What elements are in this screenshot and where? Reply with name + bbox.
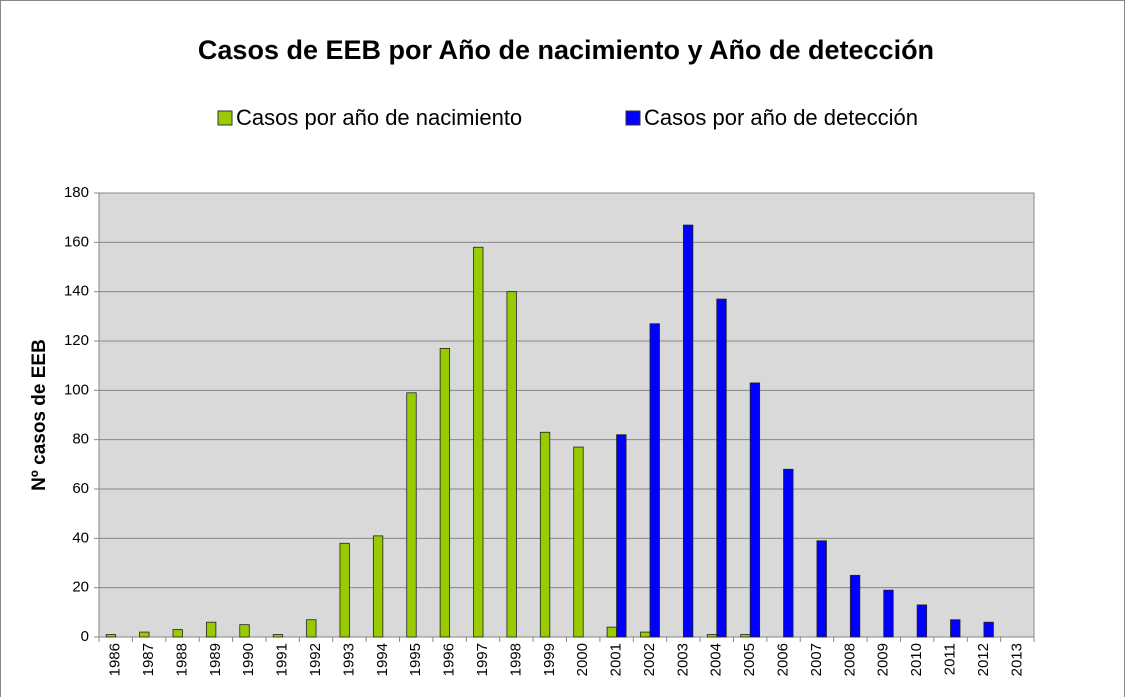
bar bbox=[406, 392, 417, 638]
y-tick-label: 160 bbox=[64, 233, 89, 250]
y-tick-label: 180 bbox=[64, 184, 89, 201]
y-tick-label: 120 bbox=[64, 332, 89, 349]
x-tick-label: 2006 bbox=[775, 643, 792, 676]
x-tick-label: 1990 bbox=[240, 643, 257, 676]
y-tick-label: 100 bbox=[64, 381, 89, 398]
bar bbox=[339, 542, 350, 638]
x-tick-label: 2004 bbox=[708, 643, 725, 676]
bar bbox=[616, 434, 627, 638]
legend-label: Casos por año de nacimiento bbox=[236, 105, 522, 130]
bar bbox=[506, 291, 517, 638]
y-tick-label: 80 bbox=[72, 431, 89, 448]
x-tick-label: 1989 bbox=[207, 643, 224, 676]
x-tick-label: 1992 bbox=[307, 643, 324, 676]
bar bbox=[573, 446, 584, 638]
y-axis-label: Nº casos de EEB bbox=[29, 339, 50, 491]
x-tick-label: 2005 bbox=[741, 643, 758, 676]
bar bbox=[272, 634, 284, 638]
legend-swatch bbox=[217, 110, 233, 126]
bar bbox=[916, 604, 928, 638]
bar bbox=[640, 631, 651, 638]
y-tick-label: 0 bbox=[81, 628, 89, 645]
bar bbox=[139, 631, 150, 638]
x-tick-label: 2003 bbox=[674, 643, 691, 676]
x-tick-label: 2008 bbox=[841, 643, 858, 676]
bar bbox=[749, 382, 761, 638]
x-tick-label: 1988 bbox=[173, 643, 190, 676]
x-tick-label: 2013 bbox=[1008, 643, 1025, 676]
x-tick-label: 2001 bbox=[608, 643, 625, 676]
x-tick-label: 2007 bbox=[808, 643, 825, 676]
bar bbox=[950, 619, 961, 638]
y-tick-label: 60 bbox=[72, 480, 89, 497]
x-tick-label: 1994 bbox=[374, 643, 391, 676]
bar bbox=[706, 634, 718, 638]
bar bbox=[306, 619, 317, 638]
bar bbox=[816, 540, 827, 638]
bar bbox=[649, 323, 660, 638]
bar bbox=[239, 624, 250, 638]
x-tick-label: 2012 bbox=[975, 643, 992, 676]
x-tick-label: 1991 bbox=[274, 643, 291, 676]
bar bbox=[849, 574, 861, 638]
plot-area bbox=[98, 192, 1035, 638]
x-tick-label: 1996 bbox=[441, 643, 458, 676]
bar bbox=[783, 468, 794, 638]
bar bbox=[205, 621, 217, 638]
bar bbox=[740, 634, 751, 638]
x-tick-label: 1997 bbox=[474, 643, 491, 676]
x-tick-label: 2010 bbox=[908, 643, 925, 676]
x-tick-label: 1998 bbox=[507, 643, 524, 676]
bar bbox=[172, 629, 183, 638]
x-tick-label: 2009 bbox=[875, 643, 892, 676]
bar bbox=[606, 626, 617, 638]
legend-label: Casos por año de detección bbox=[644, 105, 918, 130]
legend-swatch bbox=[625, 110, 641, 126]
x-tick-label: 1987 bbox=[140, 643, 157, 676]
chart-title: Casos de EEB por Año de nacimiento y Año… bbox=[198, 35, 934, 65]
y-tick-label: 140 bbox=[64, 283, 89, 300]
y-tick-label: 40 bbox=[72, 529, 89, 546]
bar bbox=[883, 589, 894, 638]
bar bbox=[983, 621, 994, 638]
bar bbox=[682, 224, 694, 638]
x-tick-label: 1999 bbox=[541, 643, 558, 676]
bar bbox=[716, 298, 727, 638]
x-tick-label: 1995 bbox=[407, 643, 424, 676]
x-tick-label: 2002 bbox=[641, 643, 658, 676]
bar bbox=[372, 535, 384, 638]
bar bbox=[539, 431, 551, 638]
x-tick-label: 2011 bbox=[941, 643, 958, 675]
bar bbox=[105, 634, 117, 638]
x-tick-label: 1993 bbox=[340, 643, 357, 676]
bar bbox=[473, 246, 484, 638]
x-tick-label: 1986 bbox=[107, 643, 124, 676]
y-tick-label: 20 bbox=[72, 579, 89, 596]
bar bbox=[439, 347, 451, 638]
x-tick-label: 2000 bbox=[574, 643, 591, 676]
